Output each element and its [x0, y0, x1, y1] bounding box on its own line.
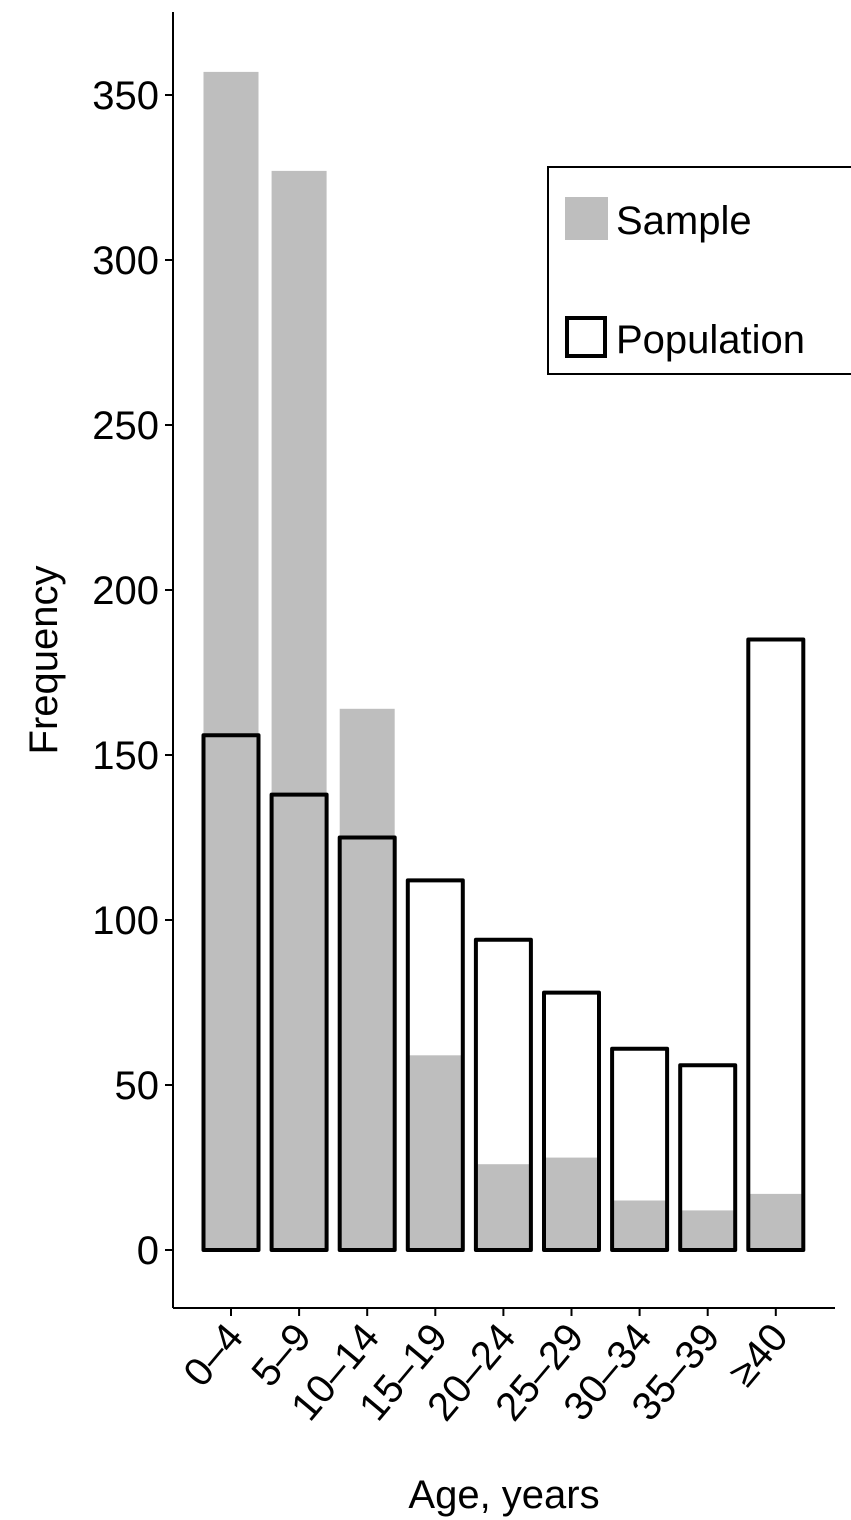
sample-bar-40: [748, 1193, 804, 1250]
legend-population-swatch: [565, 316, 607, 358]
population-bar-25-29: [542, 990, 601, 1252]
sample-bar-10-14: [339, 708, 395, 1250]
sample-bar-30-34: [612, 1200, 668, 1250]
sample-bar-15-19: [407, 1055, 463, 1250]
sample-bars: [203, 71, 804, 1250]
population-bar-30-34: [610, 1046, 670, 1252]
x-tick-label: 0–4: [175, 1316, 252, 1395]
population-bars: [201, 637, 806, 1253]
y-tick-label: 350: [92, 74, 159, 118]
x-tick-label: ≥40: [720, 1316, 796, 1395]
chart-legend: Sample Population: [547, 166, 851, 375]
y-axis-title: Frequency: [22, 566, 66, 755]
y-tick-label: 200: [92, 569, 159, 613]
population-bar-35-39: [678, 1063, 738, 1252]
y-tick-label: 300: [92, 239, 159, 283]
legend-sample-label: Sample: [616, 199, 752, 243]
sample-bar-20-24: [475, 1164, 531, 1250]
sample-bar-25-29: [544, 1157, 599, 1250]
sample-bar-5-9: [271, 170, 327, 1250]
population-bar-20-24: [473, 937, 533, 1252]
population-bar-15-19: [405, 878, 465, 1253]
sample-bar-0-4: [203, 71, 259, 1250]
y-tick-label: 100: [92, 899, 159, 943]
sample-bar-35-39: [680, 1210, 736, 1250]
x-axis-title: Age, years: [408, 1473, 599, 1517]
y-axis-ticks: 0 50 100 150 200 250 300 350: [92, 74, 173, 1273]
population-bar-0-4: [201, 733, 261, 1252]
y-tick-label: 250: [92, 404, 159, 448]
population-bar-5-9: [269, 792, 329, 1252]
population-bar-40: [746, 637, 806, 1252]
legend-sample-swatch: [565, 197, 608, 240]
y-tick-label: 0: [137, 1229, 159, 1273]
population-bar-10-14: [337, 835, 397, 1252]
y-tick-label: 150: [92, 734, 159, 778]
y-tick-label: 50: [115, 1064, 160, 1108]
legend-population-label: Population: [616, 318, 805, 362]
